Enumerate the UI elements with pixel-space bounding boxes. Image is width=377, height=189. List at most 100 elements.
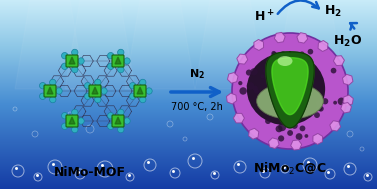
Circle shape [95,79,101,86]
Circle shape [280,51,286,57]
Polygon shape [137,87,143,94]
Polygon shape [272,58,308,115]
Bar [0,163,377,164]
Bar [0,89,377,90]
Bar [0,62,377,63]
Bar [0,147,377,148]
Bar [0,177,377,178]
Circle shape [101,88,107,94]
Circle shape [107,63,114,70]
Circle shape [253,86,258,91]
Ellipse shape [247,53,325,125]
Bar [0,104,377,105]
Bar [0,161,377,162]
Bar [0,133,377,134]
Circle shape [61,63,68,70]
Text: 700 °C, 2h: 700 °C, 2h [171,102,223,112]
Circle shape [72,49,78,56]
Bar [0,180,377,181]
Bar [0,143,377,144]
Bar [0,71,377,72]
FancyArrowPatch shape [171,88,219,96]
Bar [0,94,377,95]
FancyBboxPatch shape [44,85,56,97]
Bar [0,117,377,118]
Bar [0,33,377,34]
Bar [0,46,377,47]
Bar [0,157,377,158]
Bar [0,37,377,38]
Bar [0,25,377,26]
Circle shape [247,82,254,90]
FancyBboxPatch shape [134,85,146,97]
Bar [0,7,377,8]
Bar [0,0,377,1]
Bar [0,58,377,59]
Bar [0,140,377,141]
Bar [0,5,377,6]
Circle shape [322,98,328,104]
Circle shape [61,123,68,129]
Bar [0,52,377,53]
Bar [0,97,377,98]
Bar [0,121,377,122]
Bar [0,88,377,89]
Bar [0,138,377,139]
Bar [0,22,377,23]
Polygon shape [69,57,75,64]
Bar [0,41,377,42]
Circle shape [254,89,259,94]
Bar [0,151,377,152]
Bar [0,69,377,70]
Bar [0,91,377,92]
Bar [0,149,377,150]
Bar [0,83,377,84]
Bar [0,167,377,168]
Bar [0,135,377,136]
Circle shape [291,122,298,129]
Bar [0,158,377,159]
Bar [0,27,377,28]
Bar [0,110,377,111]
Bar [0,119,377,120]
Ellipse shape [257,83,323,119]
Bar [0,153,377,154]
Bar [0,63,377,64]
Bar [0,105,377,106]
Circle shape [84,93,91,99]
Bar [0,72,377,73]
Bar [0,152,377,153]
Bar [0,99,377,100]
Circle shape [287,130,293,136]
Bar [0,141,377,142]
Text: NiMo$_2$C@C: NiMo$_2$C@C [253,161,327,177]
Bar [0,60,377,61]
Bar [0,172,377,173]
Bar [0,122,377,123]
Bar [0,87,377,88]
Bar [0,166,377,167]
Bar [0,188,377,189]
Circle shape [271,52,278,59]
Bar [0,108,377,109]
Bar [0,14,377,15]
Bar [0,49,377,50]
Circle shape [107,112,114,119]
Bar [0,59,377,60]
Circle shape [78,118,84,124]
Bar [0,36,377,37]
Bar [0,131,377,132]
Circle shape [331,68,336,74]
Bar [0,28,377,29]
Polygon shape [47,87,53,94]
Bar [0,38,377,39]
Bar [0,93,377,94]
Bar [0,145,377,146]
Circle shape [238,81,242,85]
Bar [0,11,377,12]
Circle shape [40,83,46,89]
Bar [0,186,377,187]
Bar [0,3,377,4]
Bar [0,127,377,128]
Bar [0,144,377,145]
